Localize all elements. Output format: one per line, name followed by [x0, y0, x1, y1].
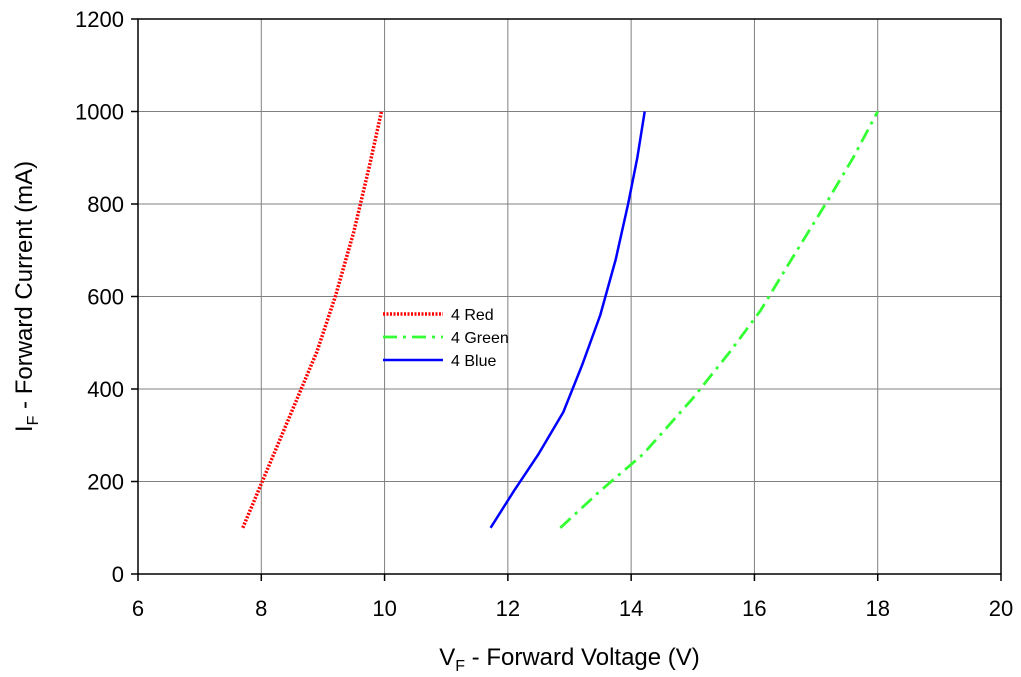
- x-tick-label: 6: [132, 596, 144, 621]
- series-line-3: [489, 111, 646, 529]
- legend: 4 Red 4 Green 4 Blue: [383, 307, 509, 370]
- series-line-2: [559, 110, 879, 529]
- y-tick-label: 0: [112, 562, 124, 587]
- x-axis-title-main: V: [439, 644, 455, 671]
- x-tick-label: 10: [372, 596, 396, 621]
- series-line-1: [241, 111, 384, 529]
- x-tick-label: 16: [742, 596, 766, 621]
- series-layer: [241, 110, 879, 529]
- legend-label: 4 Red: [451, 307, 494, 324]
- x-tick-label: 14: [619, 596, 643, 621]
- y-tick-label: 1000: [75, 100, 124, 125]
- x-tick-label: 20: [989, 596, 1013, 621]
- y-axis-title-subscript: F: [25, 415, 42, 425]
- y-tick-label: 400: [87, 377, 124, 402]
- y-axis-title-rest: - Forward Current (mA): [11, 161, 38, 416]
- legend-label: 4 Green: [451, 330, 509, 347]
- x-axis-title: VF - Forward Voltage (V): [439, 644, 700, 675]
- x-axis-title-subscript: F: [455, 658, 465, 675]
- y-tick-label: 1200: [75, 7, 124, 32]
- y-axis-title-main: I: [11, 425, 38, 432]
- x-tick-label: 8: [255, 596, 267, 621]
- x-tick-label: 18: [865, 596, 889, 621]
- legend-label: 4 Blue: [451, 353, 496, 370]
- y-tick-label: 800: [87, 192, 124, 217]
- y-tick-label: 600: [87, 285, 124, 310]
- x-tick-label: 12: [496, 596, 520, 621]
- x-axis-title-rest: - Forward Voltage (V): [465, 644, 700, 671]
- y-axis-title: IF - Forward Current (mA): [11, 161, 42, 432]
- grid-layer: [138, 19, 1001, 574]
- y-tick-label: 200: [87, 470, 124, 495]
